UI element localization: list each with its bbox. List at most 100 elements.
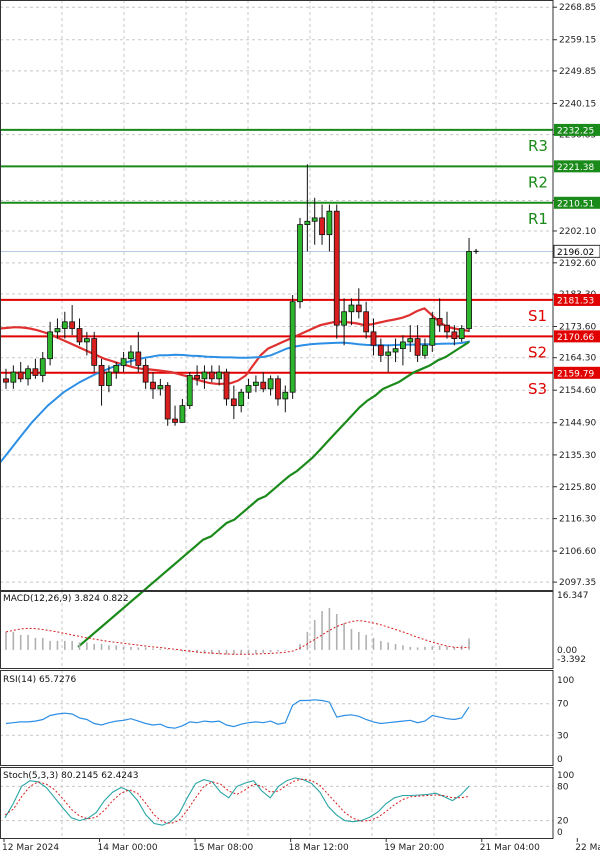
bull-candle-body [341,311,348,326]
bull-candle-body [106,371,112,386]
candle [128,345,134,366]
candle [289,295,296,399]
level-price-label: 2221.38 [557,163,594,173]
candle [444,311,450,339]
candle [135,331,142,373]
time-tick-label: 18 Mar 12:00 [289,843,349,853]
bull-candle-body [348,304,355,313]
candle [245,378,252,399]
bull-candle-body [297,224,303,303]
bull-candle-body [186,375,193,407]
bull-candle-body [466,251,472,329]
level-price-label: 2181.53 [557,296,594,306]
bull-candle-body [326,210,333,236]
price-tick-label: 2249.85 [559,67,596,77]
level-price-label: 2210.51 [557,199,594,209]
price-tick-label: 2116.30 [559,515,596,525]
candle [164,382,171,426]
level-price-box [554,123,600,136]
level-name-r2: R2 [528,173,548,191]
bull-candle-body [128,351,134,360]
candle [3,368,9,389]
candle [91,331,98,373]
bull-candle-body [267,378,274,390]
bull-candle-body [120,358,127,366]
candle [142,358,149,389]
bull-candle-body [304,220,311,226]
candle [208,365,215,383]
candle [414,325,421,363]
bull-candle-body [282,391,289,400]
bear-candle-body [98,364,105,386]
bull-candle-body [429,318,436,346]
candle [201,365,208,389]
bear-candle-body [451,331,458,339]
candle [385,345,392,373]
macd-signal-line [5,620,470,655]
bull-candle-body [201,371,208,380]
bear-candle-body [32,368,39,376]
stoch-label: Stoch(5,3,3) 80.2145 62.4243 [3,771,138,781]
bear-candle-body [91,338,98,366]
price-tick-label: 2154.60 [559,386,596,396]
bull-candle-body [252,381,259,386]
moving-average-line [0,340,471,464]
candle [179,398,186,423]
rsi-axis-label: 100 [557,676,574,686]
bear-candle-body [69,321,76,329]
bear-candle-body [260,381,267,390]
bull-candle-body [61,321,68,329]
level-price-box [554,293,600,306]
bear-candle-body [377,344,384,356]
candle [194,365,201,386]
bull-candle-body [10,371,17,383]
candle [54,318,61,339]
candle [32,358,39,379]
candle [252,375,259,393]
bull-candle-body [245,385,252,393]
candle [422,338,428,359]
candle [98,358,105,406]
candle [355,288,362,319]
candle [223,368,230,406]
panel-frame [0,767,554,839]
level-price-box [554,160,600,173]
bear-candle-body [414,338,421,356]
price-tick-label: 2106.60 [559,547,596,557]
price-tick-label: 2144.90 [559,419,596,429]
level-price-box [554,366,600,379]
main-grid [0,0,553,838]
level-price-box [554,330,600,343]
stoch-d-line [4,778,470,825]
bull-candle-body [54,328,61,333]
bull-candle-body [399,341,406,350]
bull-candle-body [311,217,318,222]
time-tick-label: 21 Mar 04:00 [480,843,540,853]
bull-candle-body [238,391,245,407]
bull-candle-body [83,338,90,343]
macd-panel: MACD(12,26,9) 3.824 0.822 [3,594,470,655]
candle [399,335,406,366]
level-name-s1: S1 [528,307,547,325]
candle [10,365,17,389]
bear-candle-body [135,351,142,366]
candle [83,331,90,356]
price-tick-label: 2240.15 [559,99,596,109]
candle [186,372,193,409]
bull-candle-body [392,348,399,353]
candle [47,321,53,366]
bull-candle-body [216,371,223,380]
candle [238,388,245,413]
candle [451,325,458,346]
panel-frame [0,670,554,766]
bull-candle-body [113,364,120,373]
candle [319,204,325,245]
candle [458,325,465,342]
bull-candle-body [385,351,392,356]
price-tick-label: 2202.10 [559,227,596,237]
level-price-label: 2159.79 [557,369,594,379]
candle [150,372,156,399]
current-price-box [553,244,600,258]
bear-candle-body [3,378,9,383]
